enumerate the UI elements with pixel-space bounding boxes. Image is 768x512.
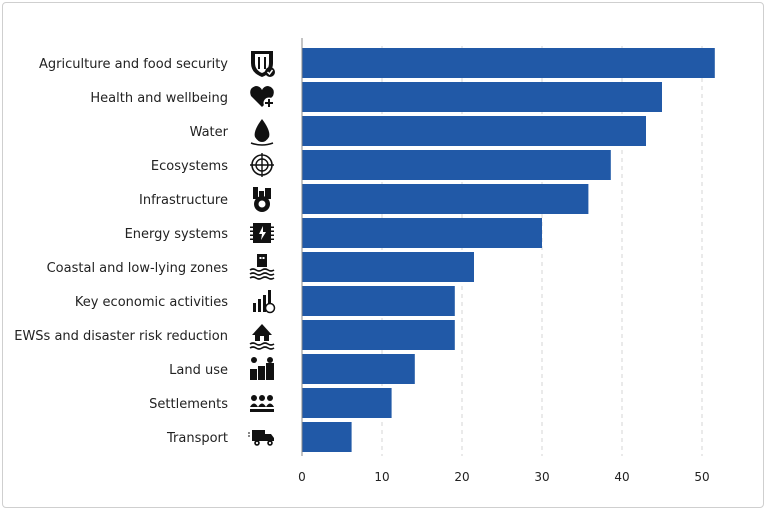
category-label: Settlements bbox=[149, 397, 228, 412]
bar bbox=[302, 218, 542, 248]
building-waves-icon bbox=[249, 254, 275, 280]
category-label: Infrastructure bbox=[139, 193, 228, 208]
bar bbox=[302, 286, 455, 316]
water-drop-icon bbox=[250, 119, 274, 146]
house-flood-icon bbox=[249, 324, 275, 350]
x-tick-label: 10 bbox=[374, 470, 389, 484]
factory-gear-icon bbox=[253, 187, 271, 212]
x-tick-label: 50 bbox=[694, 470, 709, 484]
category-label: Land use bbox=[169, 363, 228, 378]
x-tick-label: 30 bbox=[534, 470, 549, 484]
bar bbox=[302, 354, 415, 384]
bar bbox=[302, 422, 352, 452]
category-label: Transport bbox=[166, 431, 228, 446]
energy-chip-icon bbox=[250, 223, 274, 243]
x-axis: 0 10 20 30 40 50 bbox=[298, 38, 710, 484]
bar bbox=[302, 48, 715, 78]
category-label: Water bbox=[190, 125, 229, 140]
people-group-icon bbox=[250, 395, 274, 412]
bar bbox=[302, 82, 662, 112]
category-label: EWSs and disaster risk reduction bbox=[14, 329, 228, 344]
category-icons bbox=[248, 51, 276, 446]
category-label: Agriculture and food security bbox=[39, 57, 228, 72]
category-label: Ecosystems bbox=[151, 159, 228, 174]
bars bbox=[302, 48, 715, 452]
bar bbox=[302, 252, 474, 282]
sun-fields-icon bbox=[250, 357, 274, 380]
x-tick-label: 0 bbox=[298, 470, 306, 484]
category-label: Coastal and low-lying zones bbox=[47, 261, 229, 276]
globe-target-icon bbox=[250, 153, 274, 177]
bar bbox=[302, 388, 392, 418]
category-label: Health and wellbeing bbox=[90, 91, 228, 106]
category-labels: Agriculture and food security Health and … bbox=[14, 57, 228, 446]
category-label: Key economic activities bbox=[75, 295, 228, 310]
x-tick-label: 40 bbox=[614, 470, 629, 484]
heart-plus-icon bbox=[250, 86, 275, 109]
bar bbox=[302, 150, 611, 180]
bar-chart-coin-icon bbox=[253, 290, 276, 314]
shield-fork-knife-icon bbox=[251, 51, 275, 77]
bar bbox=[302, 320, 455, 350]
bar bbox=[302, 184, 589, 214]
x-tick-label: 20 bbox=[454, 470, 469, 484]
bar bbox=[302, 116, 646, 146]
category-label: Energy systems bbox=[125, 227, 229, 242]
truck-icon bbox=[248, 430, 274, 446]
